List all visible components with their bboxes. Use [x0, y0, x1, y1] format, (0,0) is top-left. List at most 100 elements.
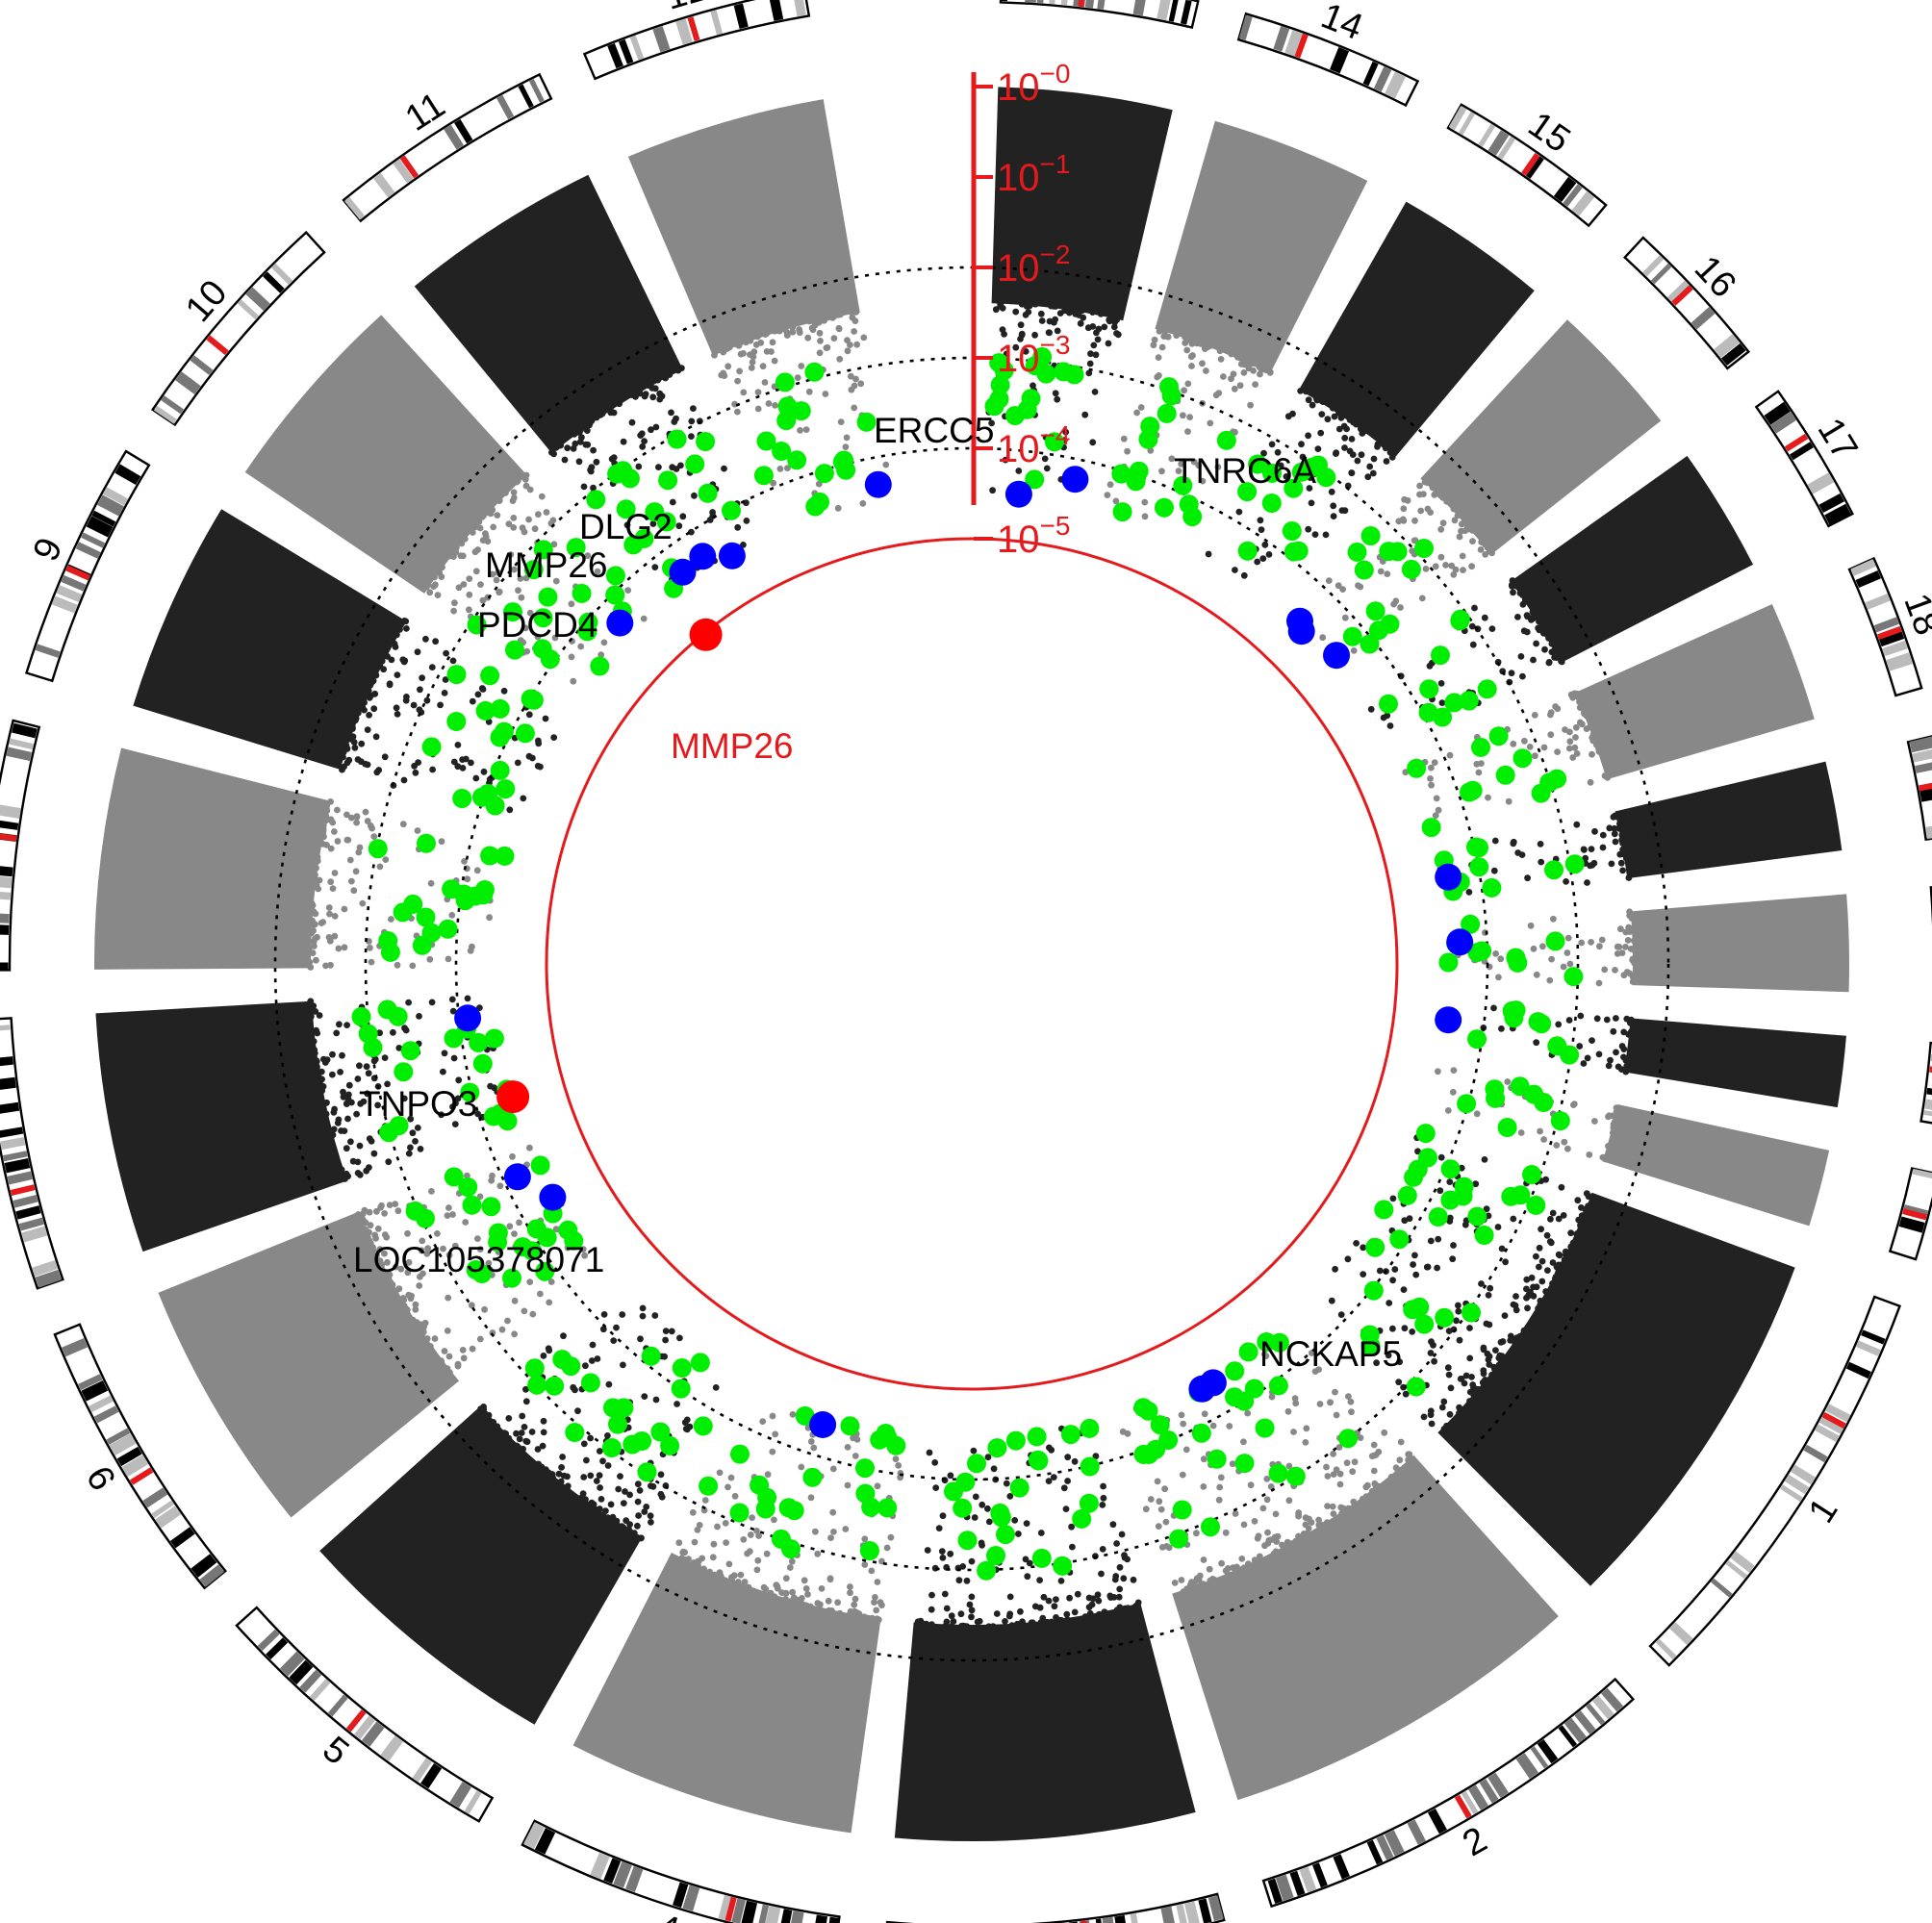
snp-point [1038, 317, 1046, 324]
snp-point [382, 856, 390, 863]
snp-point [1347, 1398, 1355, 1405]
snp-point [836, 355, 844, 363]
snp-point [1284, 1407, 1292, 1415]
snp-point [939, 1555, 947, 1561]
snp-point [357, 1100, 365, 1107]
snp-point [639, 1312, 647, 1320]
snp-point [1461, 1379, 1468, 1387]
snp-point [331, 870, 339, 876]
snp-point [1370, 1467, 1378, 1475]
chromosome-band-18 [1574, 604, 1815, 780]
snp-point [526, 1144, 533, 1151]
suggestive-snp [388, 1006, 408, 1026]
suggestive-snp [1374, 1200, 1394, 1220]
ideogram-band [464, 1790, 482, 1814]
snp-point [759, 1418, 767, 1425]
snp-point [343, 811, 350, 819]
snp-point [587, 1434, 594, 1442]
suggestive-snp [605, 585, 625, 605]
snp-point [394, 671, 401, 678]
snp-point [1560, 1212, 1567, 1219]
snp-point [1466, 1354, 1474, 1362]
snp-point [1332, 1265, 1338, 1273]
suggestive-snp [1431, 645, 1450, 666]
snp-point [462, 755, 470, 763]
snp-point [652, 423, 660, 431]
ideogram-band [271, 263, 293, 285]
ideogram-band [0, 892, 12, 900]
snp-point [522, 1437, 530, 1445]
snp-point [427, 1343, 434, 1350]
snp-point [1468, 563, 1475, 570]
snp-point [1449, 1088, 1457, 1096]
ideogram-band [618, 38, 634, 64]
snp-point [1450, 1067, 1458, 1074]
snp-point [1348, 1408, 1355, 1416]
snp-point [1048, 1446, 1055, 1454]
ideogram-band [1856, 1340, 1881, 1356]
centromere [1902, 1208, 1927, 1221]
ideogram-band [780, 1909, 793, 1923]
snp-point [474, 691, 482, 698]
suggestive-snp [791, 401, 811, 421]
snp-point [1040, 1593, 1048, 1601]
snp-point [1182, 340, 1189, 346]
ideogram-band [1886, 652, 1913, 671]
ideogram-band [1208, 1895, 1224, 1922]
ideogram-band [245, 287, 270, 311]
snp-point [882, 461, 890, 468]
snp-point [493, 576, 500, 584]
suggestive-snp [564, 1230, 584, 1251]
suggestive-snp [671, 1379, 691, 1399]
snp-point [1022, 311, 1030, 318]
snp-point [1452, 566, 1460, 573]
suggestive-snp [1009, 1478, 1030, 1498]
snp-point [842, 1526, 850, 1532]
ideogram-band [682, 1885, 700, 1911]
snp-point [1357, 583, 1364, 591]
centromere [687, 16, 700, 41]
snp-point [405, 1150, 413, 1157]
suggestive-snp [1526, 1195, 1546, 1215]
suggestive-snp [616, 499, 636, 519]
snp-point [394, 961, 401, 969]
suggestive-snp [1179, 494, 1199, 515]
snp-point [830, 1529, 837, 1535]
snp-point [327, 845, 335, 852]
snp-point [1446, 751, 1454, 759]
snp-point [451, 1121, 459, 1127]
snp-point [1572, 734, 1579, 741]
snp-point [1459, 552, 1466, 560]
suggestive-snp [480, 846, 500, 866]
centromere [129, 1467, 154, 1485]
snp-point [1498, 1245, 1506, 1252]
snp-point [1612, 967, 1618, 974]
snp-point [1527, 922, 1535, 929]
snp-point [572, 1386, 578, 1394]
axis-tick-label: 10−2 [997, 240, 1070, 290]
snp-point [455, 584, 463, 592]
snp-point [1627, 1016, 1635, 1024]
snp-point [837, 418, 845, 425]
snp-point [434, 592, 442, 598]
suggestive-snp [840, 1416, 860, 1436]
snp-point [500, 687, 508, 695]
suggestive-snp [1419, 679, 1439, 699]
snp-point [636, 387, 644, 394]
snp-point [600, 1311, 608, 1318]
snp-point [1065, 305, 1073, 312]
snp-point [622, 1488, 628, 1495]
ideogram-band [0, 1101, 20, 1114]
snp-point [334, 806, 341, 814]
snp-point [507, 551, 515, 558]
ideogram-band [613, 1861, 632, 1888]
snp-point [682, 1425, 690, 1432]
suggestive-snp [1467, 1206, 1487, 1227]
snp-point [1071, 1608, 1079, 1616]
snp-point [817, 338, 824, 344]
snp-point [313, 1026, 319, 1034]
snp-point [1613, 1049, 1619, 1056]
snp-point [812, 1528, 819, 1535]
snp-point [1336, 1480, 1344, 1488]
ideogram-band [1049, 0, 1055, 5]
